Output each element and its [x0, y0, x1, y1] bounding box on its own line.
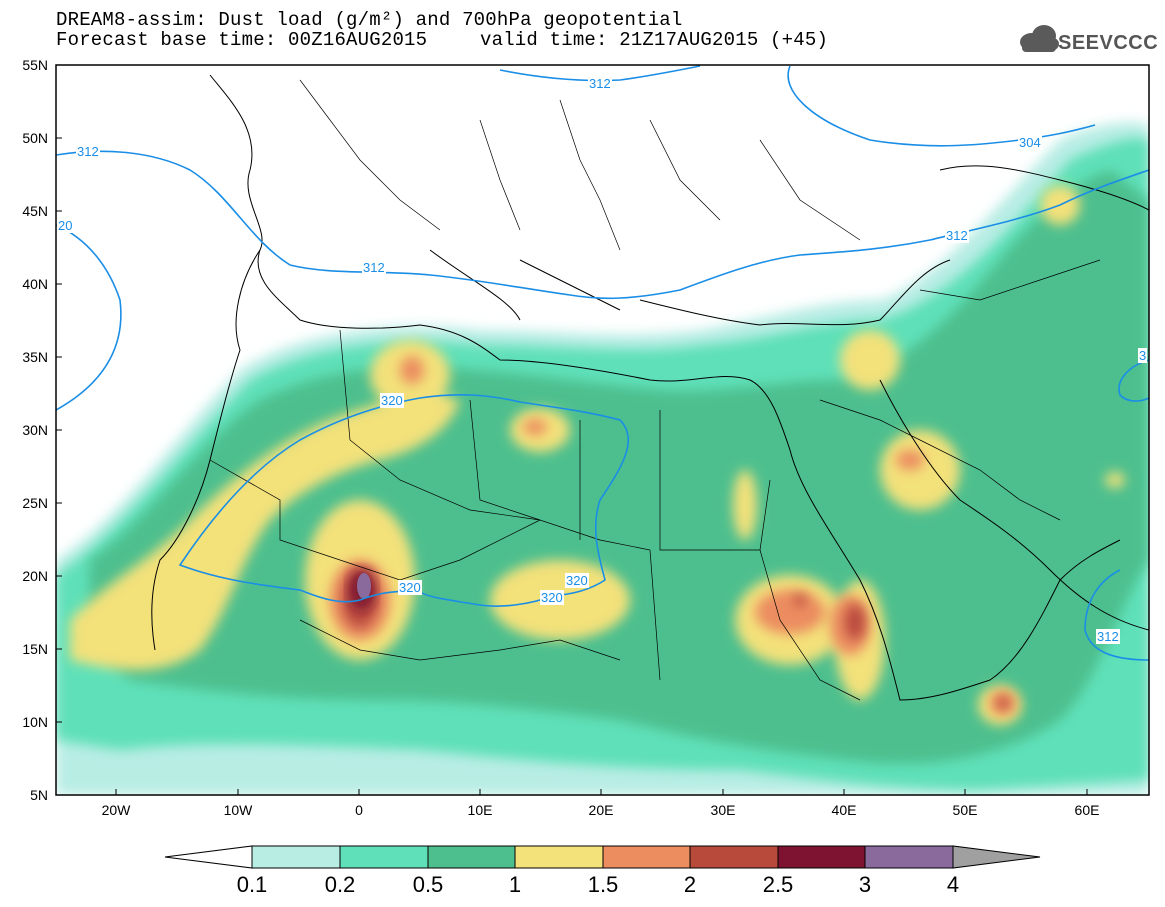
- colorbar-seg-5: [602, 845, 691, 869]
- lon-label: 20W: [101, 802, 131, 818]
- colorbar-seg-3: [427, 845, 516, 869]
- dust-band-1: [70, 185, 1125, 725]
- lat-label: 20N: [22, 568, 48, 584]
- contour-label: 312: [588, 76, 612, 91]
- colorbar-label: 2.5: [762, 872, 794, 897]
- title-valid-time: valid time: 21Z17AUG2015 (+45): [480, 29, 829, 51]
- contour-label: 320: [565, 573, 589, 588]
- title-base-time: Forecast base time: 00Z16AUG2015: [56, 29, 428, 51]
- lat-label: 45N: [22, 203, 48, 219]
- lat-label: 5N: [30, 787, 48, 803]
- colorbar-seg-7: [777, 845, 866, 869]
- contour-label: 312: [362, 260, 386, 275]
- colorbar-label: 1.5: [587, 872, 619, 897]
- contour-label: 320: [540, 590, 564, 605]
- geopotential-contours: [56, 65, 1149, 661]
- colorbar-label: 3: [858, 872, 872, 897]
- lon-label: 10E: [467, 802, 493, 818]
- colorbar-seg-6: [689, 845, 779, 869]
- dust-band-3: [357, 573, 371, 599]
- contour-label: 312: [76, 144, 100, 159]
- colorbar-seg-4: [514, 845, 604, 869]
- lat-label: 40N: [22, 276, 48, 292]
- lat-label: 55N: [22, 57, 48, 73]
- lon-label: 50E: [952, 802, 978, 818]
- coastlines: [151, 74, 1149, 701]
- colorbar-label: 0.1: [236, 872, 268, 897]
- lat-label: 50N: [22, 130, 48, 146]
- colorbar-min-arrow: [164, 845, 253, 869]
- title-line-1: DREAM8-assim: Dust load (g/m²) and 700hP…: [56, 9, 683, 31]
- lat-label: 35N: [22, 349, 48, 365]
- colorbar-label: 1: [508, 872, 522, 897]
- lon-label: 30E: [710, 802, 736, 818]
- lat-label: 30N: [22, 422, 48, 438]
- contour-label-partial: 20: [57, 218, 74, 233]
- colorbar-seg-8: [864, 845, 954, 869]
- colorbar-label: 4: [946, 872, 960, 897]
- lon-label: 10W: [223, 802, 253, 818]
- colorbar-label: 2: [683, 872, 697, 897]
- lon-label: 0: [355, 802, 363, 818]
- logo-text: SEEVCCC: [1058, 32, 1159, 54]
- lon-label: 60E: [1074, 802, 1100, 818]
- contour-label: 304: [1018, 135, 1042, 150]
- colorbar-seg-1: [251, 845, 341, 869]
- colorbar-label: 0.2: [324, 872, 356, 897]
- contour-label: 320: [398, 580, 422, 595]
- lat-label: 10N: [22, 714, 48, 730]
- contour-label: 312: [945, 228, 969, 243]
- axis-ticks: [56, 64, 1088, 795]
- country-borders: [209, 79, 1101, 701]
- contour-label: 312: [1096, 629, 1120, 644]
- lon-label: 20E: [588, 802, 614, 818]
- colorbar-seg-2: [339, 845, 429, 869]
- contour-label-partial: 3: [1138, 348, 1148, 363]
- colorbar: [164, 845, 1041, 869]
- lon-label: 40E: [831, 802, 857, 818]
- lat-label: 25N: [22, 495, 48, 511]
- contour-label: 320: [380, 393, 404, 408]
- colorbar-max-arrow: [952, 845, 1041, 869]
- dust-fields: [56, 65, 1149, 795]
- colorbar-label: 0.5: [412, 872, 444, 897]
- seevccc-logo-icon: [1020, 25, 1059, 52]
- lat-label: 15N: [22, 641, 48, 657]
